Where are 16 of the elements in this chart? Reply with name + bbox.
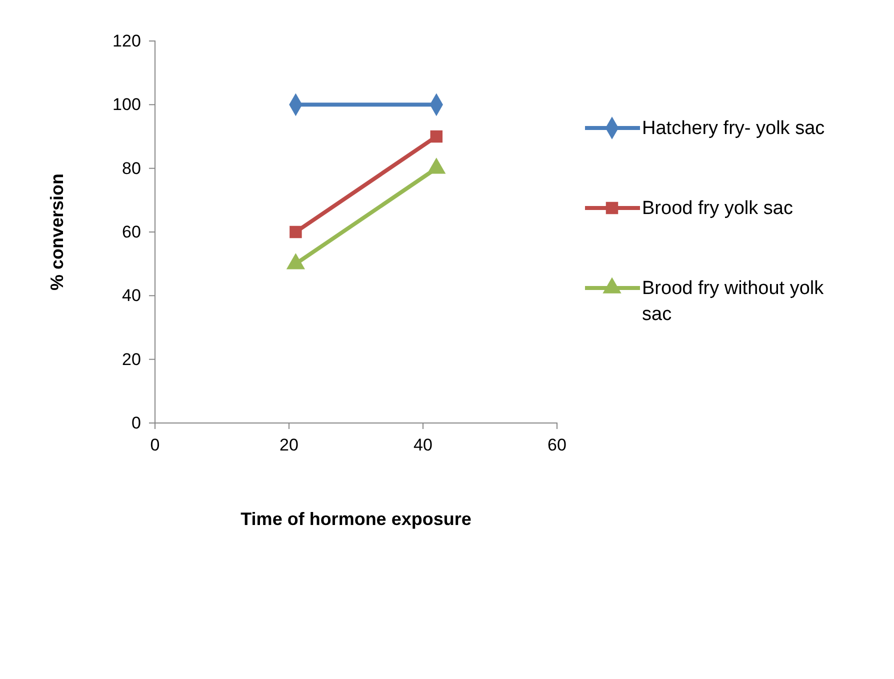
y-tick-label: 60 [122, 222, 141, 242]
y-tick-label: 0 [131, 413, 141, 432]
y-tick-label: 80 [122, 158, 141, 178]
y-tick-label: 40 [122, 286, 141, 306]
x-tick-label: 60 [548, 436, 566, 455]
legend-label: Brood fry yolk sac [642, 198, 793, 219]
y-tick-label: 20 [122, 350, 141, 369]
x-axis-title: Time of hormone exposure [240, 509, 472, 529]
y-axis-title: % conversion [47, 173, 67, 291]
legend-label: Brood fry without yolk sac [642, 278, 824, 325]
x-tick-label: 40 [414, 436, 432, 455]
legend-label: Hatchery fry- yolk sac [642, 118, 825, 139]
x-tick-label: 20 [280, 436, 298, 455]
x-tick-label: 0 [150, 436, 160, 455]
y-tick-label: 100 [112, 95, 141, 114]
y-tick-label: 120 [112, 31, 141, 50]
